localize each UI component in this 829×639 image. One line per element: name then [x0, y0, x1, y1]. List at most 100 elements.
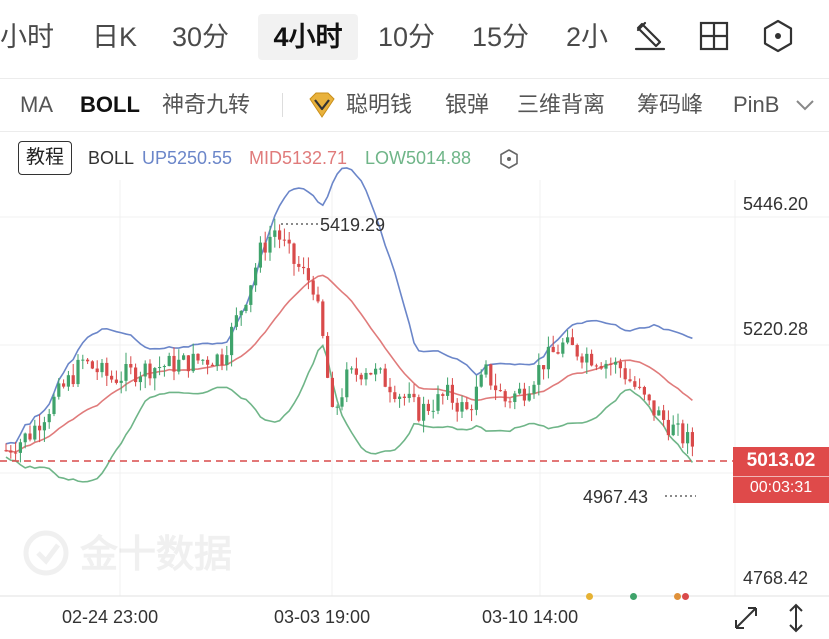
candle-body — [417, 397, 421, 421]
price-label-top: 5446.20 — [743, 194, 809, 214]
price-label-bottom: 4768.42 — [743, 568, 809, 588]
candle-body — [57, 383, 61, 397]
candle-body — [326, 335, 330, 378]
candle-body — [52, 396, 56, 415]
candle-body — [81, 359, 85, 361]
candle-body — [100, 362, 104, 373]
tab-2-hour[interactable]: 2小 — [566, 22, 609, 52]
candle-body — [575, 345, 579, 357]
tab-1-hour[interactable]: 小时 — [0, 22, 54, 52]
vertical-scale-icon[interactable] — [782, 602, 810, 634]
candle-body — [340, 397, 344, 407]
candle-body — [474, 386, 478, 410]
candle-body — [532, 384, 536, 394]
candle-body — [590, 353, 594, 366]
candle-body — [86, 359, 90, 362]
divider — [733, 476, 829, 477]
candle-body — [330, 377, 334, 407]
candle-body — [513, 393, 517, 403]
candle-body — [33, 425, 37, 440]
candle-body — [585, 353, 589, 363]
candle-body — [28, 433, 32, 440]
candle-body — [234, 315, 238, 327]
candle-body — [66, 375, 70, 387]
candle-body — [681, 423, 685, 444]
price-chart[interactable]: 金十数据 5419.29 4967.43 — [0, 132, 829, 602]
watermark-logo-icon — [23, 530, 69, 576]
bollinger-bands — [5, 167, 694, 483]
candle-body — [402, 396, 406, 398]
candle-body — [191, 353, 195, 372]
indicator-silver-bullet[interactable]: 银弹 — [445, 92, 490, 117]
candle-body — [114, 379, 118, 383]
candle-body — [167, 355, 171, 367]
candle-body — [182, 355, 186, 360]
event-dot[interactable] — [630, 593, 637, 600]
candle-body — [479, 374, 483, 387]
indicator-chip-peak[interactable]: 筹码峰 — [637, 92, 704, 117]
candle-body — [460, 402, 464, 412]
candle-body — [4, 450, 8, 452]
tab-15-min[interactable]: 15分 — [472, 22, 530, 52]
candle-body — [239, 310, 243, 316]
candle-body — [436, 394, 440, 411]
candle-body — [134, 367, 138, 383]
candle-body — [225, 355, 229, 366]
layout-grid-icon[interactable] — [694, 16, 734, 56]
candle-body — [345, 369, 349, 398]
candle-body — [374, 368, 378, 375]
event-dot[interactable] — [586, 593, 593, 600]
time-label-3: 03-10 14:00 — [482, 607, 579, 627]
drawing-tool-icon[interactable] — [630, 16, 670, 56]
candle-body — [556, 352, 560, 354]
indicator-bar: MA BOLL 神奇九转 聪明钱 银弹 三维背离 筹码峰 PinB — [0, 79, 829, 132]
candle-body — [503, 391, 507, 402]
boll-middle-line — [5, 274, 693, 453]
candle-body — [498, 390, 502, 392]
indicator-ma[interactable]: MA — [20, 92, 53, 117]
candle-body — [278, 230, 282, 240]
candle-body — [686, 432, 690, 444]
candle-body — [335, 406, 339, 408]
candle-body — [148, 363, 152, 379]
indicator-3d-divergence[interactable]: 三维背离 — [517, 92, 606, 117]
tab-daily[interactable]: 日K — [92, 22, 138, 52]
candle-body — [609, 363, 613, 365]
indicator-pinbar[interactable]: PinB — [733, 92, 780, 117]
candle-body — [623, 368, 627, 380]
candle-body — [652, 400, 656, 416]
candle-body — [489, 364, 493, 386]
candle-body — [494, 385, 498, 391]
candle-body — [143, 363, 147, 377]
legend-settings-icon[interactable] — [498, 148, 520, 170]
event-dot[interactable] — [682, 593, 689, 600]
candle-body — [38, 425, 42, 431]
candle-body — [263, 242, 267, 253]
candle-body — [522, 388, 526, 401]
candle-countdown: 00:03:31 — [749, 479, 813, 496]
candle-body — [95, 368, 99, 373]
tutorial-button[interactable]: 教程 — [18, 141, 72, 175]
event-dot[interactable] — [674, 593, 681, 600]
candle-body — [470, 409, 474, 411]
tab-30-min[interactable]: 30分 — [172, 22, 230, 52]
settings-hex-icon[interactable] — [758, 16, 798, 56]
candle-body — [594, 365, 598, 367]
candle-body — [177, 359, 181, 372]
chevron-down-icon[interactable] — [794, 95, 816, 115]
candle-body — [662, 410, 666, 420]
indicator-magic-nine[interactable]: 神奇九转 — [162, 92, 251, 117]
tab-10-min[interactable]: 10分 — [378, 22, 436, 52]
candle-body — [450, 384, 454, 403]
indicator-smart-money[interactable]: 聪明钱 — [346, 92, 413, 117]
tab-4-hour[interactable]: 4小时 — [258, 14, 358, 60]
indicator-boll[interactable]: BOLL — [80, 92, 140, 117]
candle-body — [618, 361, 622, 369]
boll-upper-line — [5, 167, 693, 445]
candle-body — [215, 354, 219, 367]
candle-body — [306, 268, 310, 281]
candle-body — [383, 368, 387, 387]
expand-icon[interactable] — [732, 604, 760, 632]
candle-body — [172, 355, 176, 372]
candle-body — [393, 392, 397, 399]
